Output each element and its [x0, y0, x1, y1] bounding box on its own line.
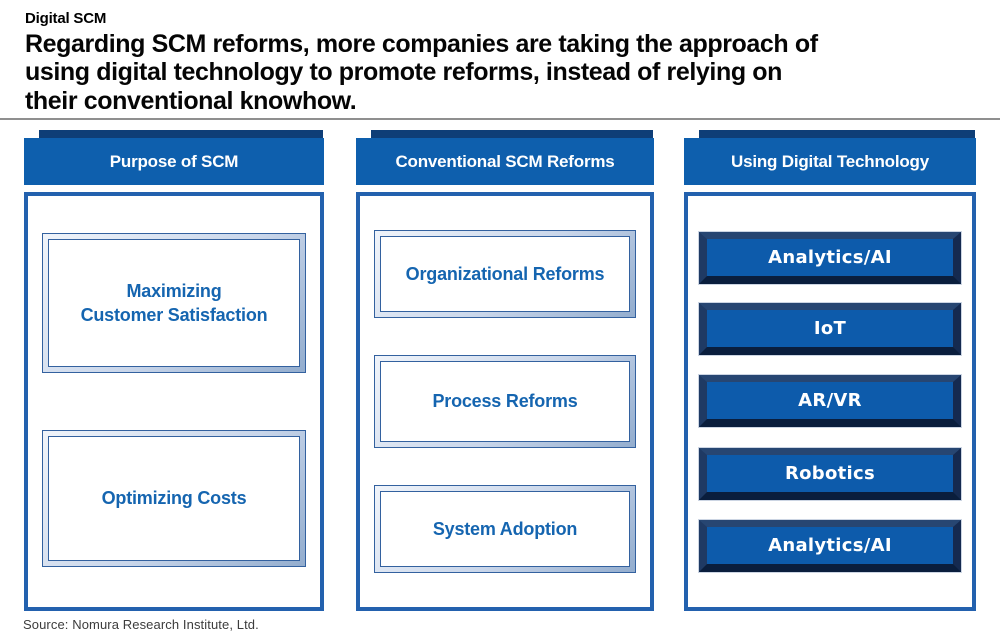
- box-optimizing-costs: Optimizing Costs: [42, 430, 306, 567]
- source-note: Source: Nomura Research Institute, Ltd.: [23, 617, 259, 632]
- column-header-label: Using Digital Technology: [731, 151, 929, 171]
- column-body-purpose-of-scm: Maximizing Customer Satisfaction Optimiz…: [24, 192, 324, 611]
- box-process-reforms: Process Reforms: [374, 355, 636, 448]
- digital-tech-button-robotics: Robotics: [699, 448, 961, 500]
- title-divider: [0, 118, 1000, 120]
- column-purpose-of-scm: Purpose of SCM Maximizing Customer Satis…: [24, 130, 324, 611]
- digital-tech-button-ar-vr: AR/VR: [699, 375, 961, 427]
- box-label: Maximizing Customer Satisfaction: [48, 239, 300, 367]
- box-system-adoption: System Adoption: [374, 485, 636, 573]
- column-using-digital-technology: Using Digital Technology Analytics/AI Io…: [684, 130, 976, 611]
- column-conventional-scm-reforms: Conventional SCM Reforms Organizational …: [356, 130, 654, 611]
- column-header-conventional-scm-reforms: Conventional SCM Reforms: [356, 130, 654, 185]
- digital-tech-button-iot: IoT: [699, 303, 961, 355]
- box-label: System Adoption: [380, 491, 630, 567]
- box-organizational-reforms: Organizational Reforms: [374, 230, 636, 318]
- column-header-purpose-of-scm: Purpose of SCM: [24, 130, 324, 185]
- digital-tech-button-analytics-ai: Analytics/AI: [699, 232, 961, 284]
- column-header-label: Purpose of SCM: [109, 151, 239, 171]
- box-label: Optimizing Costs: [48, 436, 300, 561]
- column-header-label: Conventional SCM Reforms: [395, 151, 615, 171]
- digital-tech-button-analytics-ai-2: Analytics/AI: [699, 520, 961, 572]
- box-maximizing-customer-satisfaction: Maximizing Customer Satisfaction: [42, 233, 306, 373]
- kicker: Digital SCM: [25, 10, 107, 27]
- column-body-conventional-scm-reforms: Organizational Reforms Process Reforms S…: [356, 192, 654, 611]
- column-body-using-digital-technology: Analytics/AI IoT AR/VR Robotics Analytic…: [684, 192, 976, 611]
- box-label: Organizational Reforms: [380, 236, 630, 312]
- box-label: Process Reforms: [380, 361, 630, 442]
- page-title: Regarding SCM reforms, more companies ar…: [25, 30, 818, 115]
- column-header-using-digital-technology: Using Digital Technology: [684, 130, 976, 185]
